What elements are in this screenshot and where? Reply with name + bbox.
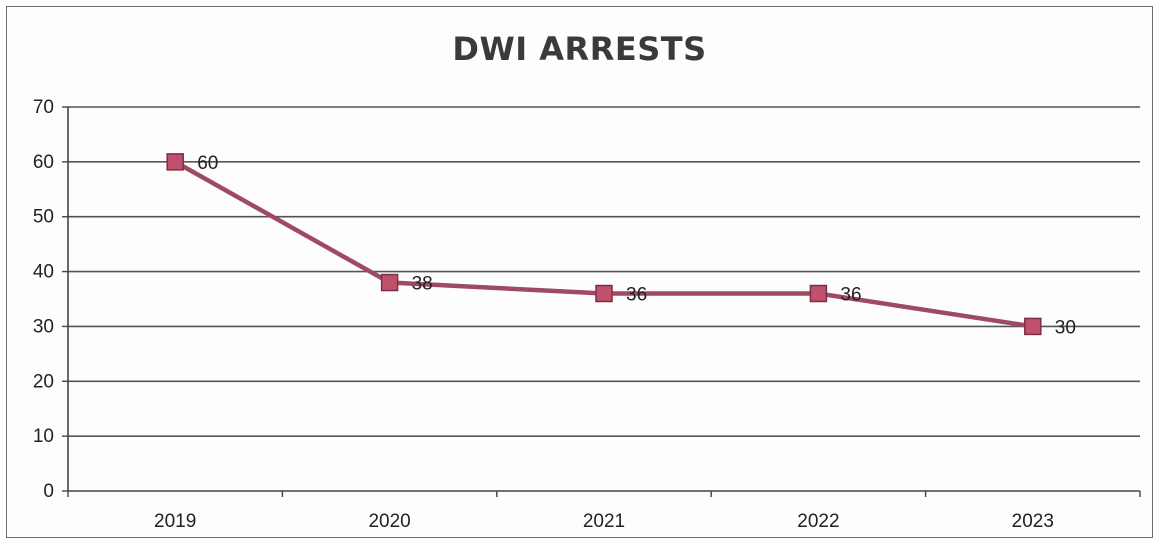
markers	[166, 153, 1042, 336]
data-point-marker	[1024, 317, 1042, 336]
y-tick-label: 30	[33, 316, 54, 337]
y-tick-label: 10	[33, 426, 54, 447]
x-tick-label: 2020	[368, 511, 410, 532]
data-label: 60	[197, 153, 218, 174]
y-tick-labels: 0 10 20 30 40 50 60 70	[33, 97, 54, 502]
data-point-marker	[380, 273, 399, 292]
x-tick-label: 2019	[154, 511, 196, 532]
data-labels: 60 38 36 36 30	[197, 153, 1076, 339]
y-tick-label: 50	[33, 207, 54, 228]
y-tick-label: 60	[33, 152, 54, 173]
x-tick-labels: 2019 2020 2021 2022 2023	[154, 511, 1054, 532]
data-label: 30	[1055, 317, 1076, 338]
x-tick-label: 2021	[583, 511, 625, 532]
data-point-marker	[595, 284, 613, 303]
y-tick-label: 70	[33, 97, 54, 118]
y-tick-label: 40	[33, 262, 54, 283]
data-point-marker	[809, 284, 828, 303]
y-tick-label: 0	[43, 481, 54, 502]
data-label: 36	[626, 285, 647, 306]
x-tick-label: 2022	[797, 511, 839, 532]
data-label: 36	[840, 285, 861, 306]
gridlines	[68, 106, 1140, 437]
x-tick-label: 2023	[1012, 511, 1054, 532]
y-tick-label: 20	[33, 371, 54, 392]
axes	[62, 106, 1141, 497]
data-label: 38	[412, 274, 433, 295]
data-point-marker	[166, 153, 184, 171]
chart-title: DWI ARRESTS	[452, 30, 707, 68]
